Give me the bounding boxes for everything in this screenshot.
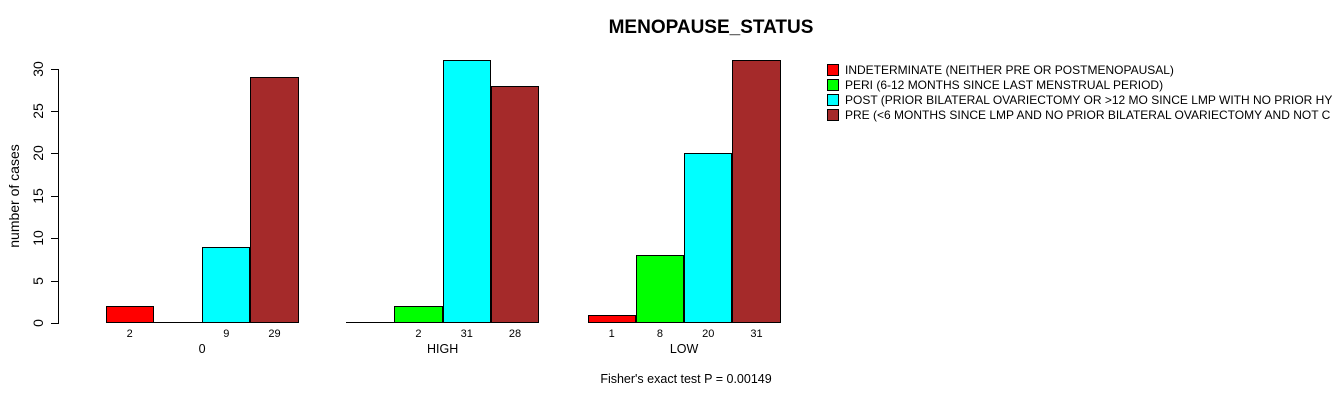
stat-test-caption: Fisher's exact test P = 0.00149 — [600, 372, 772, 386]
y-axis-tick-label: 10 — [30, 230, 46, 246]
chart-title: MENOPAUSE_STATUS — [608, 17, 814, 38]
legend: INDETERMINATE (NEITHER PRE OR POSTMENOPA… — [827, 62, 1340, 122]
bar-value-label: 2 — [126, 328, 133, 340]
bar-value-label: 8 — [656, 328, 663, 340]
legend-swatch — [827, 108, 839, 121]
y-axis-tick-label: 30 — [30, 60, 46, 77]
legend-label: PERI (6-12 MONTHS SINCE LAST MENSTRUAL P… — [845, 77, 1164, 92]
bar-LOW-series3 — [732, 60, 781, 323]
bar-value-label: 29 — [268, 328, 281, 340]
x-category-label: 0 — [198, 342, 206, 356]
x-category-label: LOW — [669, 342, 699, 356]
bar-value-label: 31 — [750, 328, 763, 340]
y-axis-label: number of cases — [6, 144, 22, 248]
y-axis-tick — [51, 111, 58, 112]
bar-value-label: 20 — [702, 328, 715, 340]
legend-item: PERI (6-12 MONTHS SINCE LAST MENSTRUAL P… — [827, 77, 1340, 92]
legend-label: POST (PRIOR BILATERAL OVARIECTOMY OR >12… — [845, 92, 1333, 107]
legend-label: PRE (<6 MONTHS SINCE LMP AND NO PRIOR BI… — [845, 107, 1331, 122]
bar-HIGH-series3 — [490, 86, 540, 323]
bar-value-label: 31 — [460, 328, 473, 340]
y-axis-tick — [51, 68, 58, 70]
y-axis-tick-label: 25 — [30, 103, 46, 119]
bar-LOW-series2 — [684, 153, 733, 323]
bar-value-label: 28 — [508, 328, 522, 340]
legend-swatch — [827, 63, 839, 76]
y-axis-tick-label: 5 — [30, 276, 46, 285]
legend-swatch — [827, 78, 839, 91]
bar-value-label: 2 — [415, 328, 422, 340]
bar-0-series3 — [250, 77, 299, 323]
legend-item: INDETERMINATE (NEITHER PRE OR POSTMENOPA… — [827, 62, 1340, 77]
y-axis-tick-label: 20 — [30, 145, 46, 162]
bar-value-label: 9 — [223, 328, 230, 340]
legend-swatch — [827, 93, 839, 106]
y-axis-tick — [51, 238, 58, 240]
bar-0-series1-zero — [153, 322, 203, 323]
bar-0-series0 — [105, 306, 154, 323]
x-category-label: HIGH — [426, 342, 459, 356]
legend-item: PRE (<6 MONTHS SINCE LMP AND NO PRIOR BI… — [827, 107, 1340, 122]
bar-HIGH-series2 — [442, 60, 491, 323]
bar-value-label: 1 — [608, 328, 615, 340]
legend-item: POST (PRIOR BILATERAL OVARIECTOMY OR >12… — [827, 92, 1340, 107]
legend-label: INDETERMINATE (NEITHER PRE OR POSTMENOPA… — [845, 62, 1174, 77]
y-axis-tick — [51, 323, 58, 324]
bar-LOW-series1 — [635, 255, 685, 323]
y-axis-tick-label: 0 — [30, 319, 46, 327]
y-axis-tick — [51, 195, 58, 197]
bar-LOW-series0 — [587, 315, 636, 323]
y-axis-tick-label: 15 — [30, 188, 46, 204]
bar-HIGH-series1 — [394, 306, 443, 323]
y-axis-line — [58, 68, 59, 324]
y-axis-tick — [51, 280, 58, 282]
bar-HIGH-series0-zero — [346, 322, 395, 323]
y-axis-tick — [51, 153, 58, 155]
bar-0-series2 — [202, 247, 251, 323]
